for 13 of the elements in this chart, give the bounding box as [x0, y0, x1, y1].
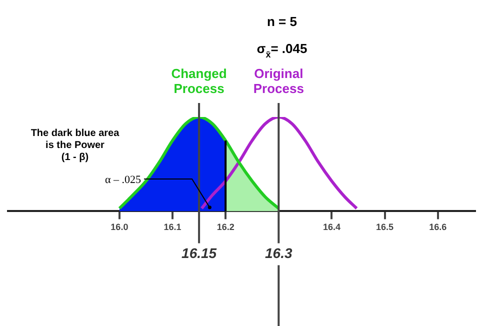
ref-line-label: 16.3 — [265, 245, 292, 262]
x-tick-label: 16.5 — [376, 222, 394, 232]
text: Changed Process — [171, 66, 227, 96]
x-tick-label: 16.1 — [164, 222, 182, 232]
ref-line-label: 16.15 — [182, 245, 217, 262]
x-tick-label: 16.6 — [429, 222, 447, 232]
chart-title: n = 5 — [267, 14, 298, 29]
annotation: α – .025 — [104, 174, 142, 186]
annotation: The dark blue area is the Power (1 - β) — [30, 128, 120, 163]
text: Original Process — [253, 66, 304, 96]
x-tick-label: 16.0 — [110, 222, 128, 232]
x-tick-label: 16.2 — [216, 222, 234, 232]
x-tick-label: 16.4 — [322, 222, 340, 232]
